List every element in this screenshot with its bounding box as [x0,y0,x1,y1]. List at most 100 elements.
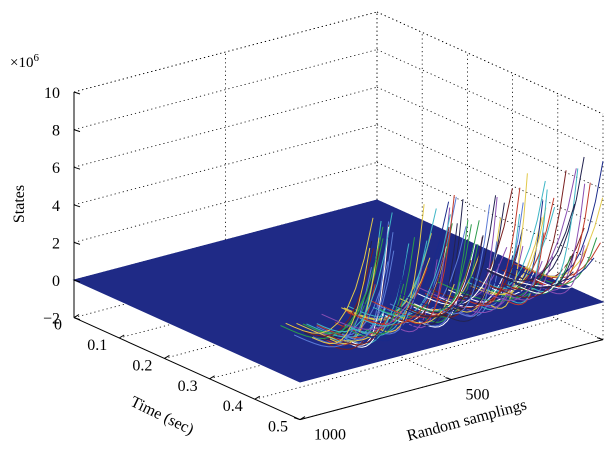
x-tick-mark [73,314,80,319]
z-tick-mark [73,166,81,170]
box-top-left [73,11,378,93]
x-tick-label: 0.3 [178,378,198,395]
y-axis-label: Random samplings [405,397,528,445]
x-tick-mark [164,354,170,359]
state-trace [418,293,460,328]
z-tick-mark [73,317,81,321]
state-trace [306,308,386,338]
state-trace [424,219,469,323]
state-trace [507,257,595,282]
grid-line-z-left [73,86,378,168]
grid-line-z-right [376,49,604,152]
state-trace [516,255,572,295]
y-tick-mark [596,337,604,341]
state-trace [367,310,409,342]
state-trace [321,302,409,330]
x-tick-label: 0.5 [268,419,288,436]
grid-line-z-right [376,124,604,228]
z-tick-label: 2 [52,235,60,252]
state-trace [409,220,480,312]
z-tick-label: 0 [52,273,60,290]
grid-line-z-left [73,49,378,130]
state-trace [321,330,372,350]
state-trace [438,204,491,315]
z-tick-mark [73,204,81,208]
state-trace [458,241,498,318]
state-trace [372,214,451,317]
grid-line-z-right [376,237,604,340]
y-tick-label: 1000 [314,427,346,444]
state-trace [341,232,394,341]
y-tick-label: 500 [466,387,490,404]
grid-line-z-left [73,124,378,206]
z-axis-label: States [11,185,28,223]
z-tick-mark [73,279,81,283]
z-multiplier: ×106 [10,52,39,71]
state-trace [407,260,472,318]
state-trace [418,281,461,327]
z-tick-label: 10 [44,85,60,102]
surface-layer [72,199,605,383]
state-trace [316,261,389,337]
state-trace [487,270,574,289]
z-tick-label: 4 [52,198,60,215]
z-tick-label: 6 [52,160,60,177]
state-trace [535,263,593,290]
z-tick-mark [73,91,81,95]
x-tick-label: 0 [54,317,62,334]
state-trace [489,280,556,298]
x-tick-label: 0.4 [223,398,243,415]
x-axis-label: Time (sec) [128,393,197,438]
surface-plane [72,199,605,383]
z-tick-label: −2 [43,311,60,328]
state-trace [478,207,547,296]
state-trace [502,170,567,291]
z-tick-mark [73,129,81,133]
x-tick-mark [254,395,261,400]
state-trace [285,217,374,334]
grid-line-z-right [376,86,604,190]
state-trace [453,294,508,314]
state-trace [544,245,585,295]
y-tick-mark [445,377,452,381]
x-tick-mark [209,375,215,380]
state-trace [359,240,428,327]
state-trace [405,194,455,325]
x-tick-mark [118,334,125,339]
grid-line-floor-t [254,318,558,400]
state-trace [500,200,544,304]
z-tick-label: 8 [52,123,60,140]
x-tick-mark [299,416,306,421]
state-trace [535,237,598,286]
state-trace [428,188,513,299]
state-trace [505,256,554,301]
state-trace [387,226,450,323]
state-trace [485,273,563,294]
state-trace [520,240,573,294]
state-trace [437,268,507,308]
y-tick-mark [293,417,301,421]
state-trace [363,237,415,335]
state-trace [449,202,505,310]
grid-line-z-left [73,162,378,243]
state-trace [311,247,371,345]
grid-line-z-right [376,162,604,265]
state-trace [507,232,545,306]
state-trace [394,290,468,318]
state-trace [330,323,384,346]
state-trace [280,291,368,340]
x-tick-label: 0.2 [132,357,152,374]
state-trace [484,203,576,282]
x-axis-line [73,317,301,421]
grid-line-floor-s [225,277,452,380]
state-trace [465,229,523,305]
state-trace [419,247,508,302]
box-top-right [376,11,604,115]
state-trace [485,260,543,301]
z-tick-mark [73,241,81,245]
state-trace [389,226,467,314]
state-trace [415,223,458,327]
state-trace [316,212,393,333]
